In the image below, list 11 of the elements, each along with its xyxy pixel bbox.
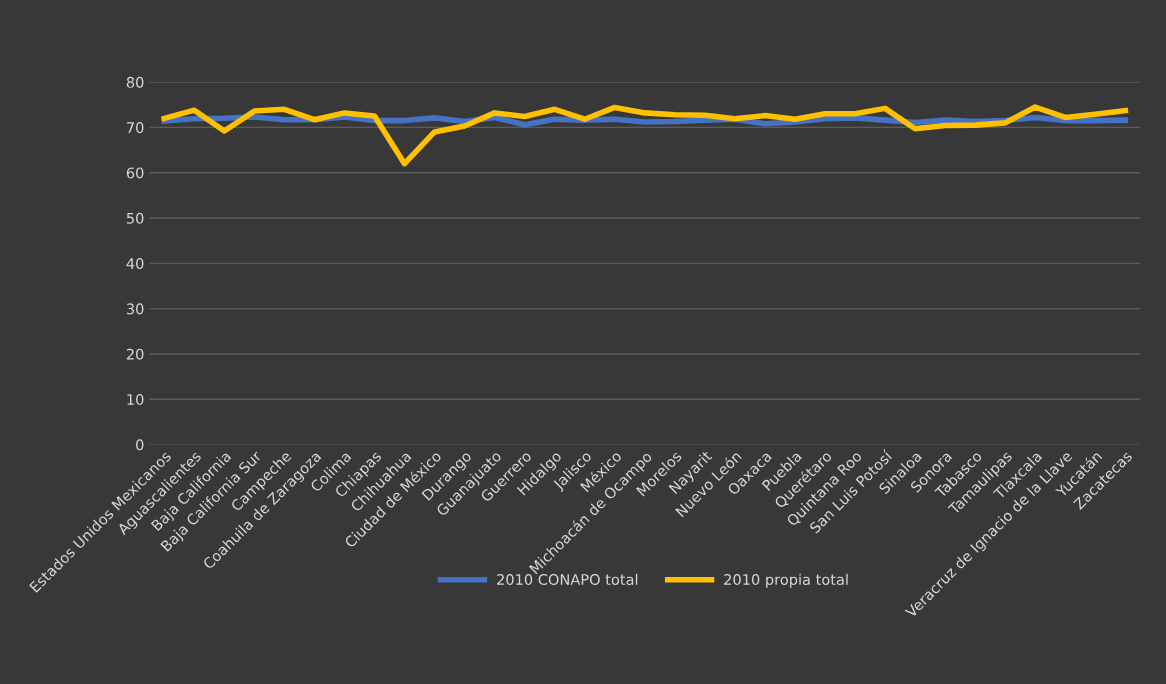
y-tick-label: 50 xyxy=(126,212,144,224)
y-tick-label: 80 xyxy=(126,76,144,88)
legend-label: 2010 propia total xyxy=(724,573,848,588)
y-tick-label: 40 xyxy=(126,258,144,270)
y-tick-label: 30 xyxy=(126,303,144,315)
y-tick-label: 10 xyxy=(127,394,144,406)
y-tick-label: 70 xyxy=(127,122,144,134)
y-tick-label: 20 xyxy=(126,348,144,360)
y-tick-label: 60 xyxy=(126,167,144,179)
legend-label: 2010 CONAPO total xyxy=(497,573,638,586)
y-tick-label: 0 xyxy=(136,439,144,451)
